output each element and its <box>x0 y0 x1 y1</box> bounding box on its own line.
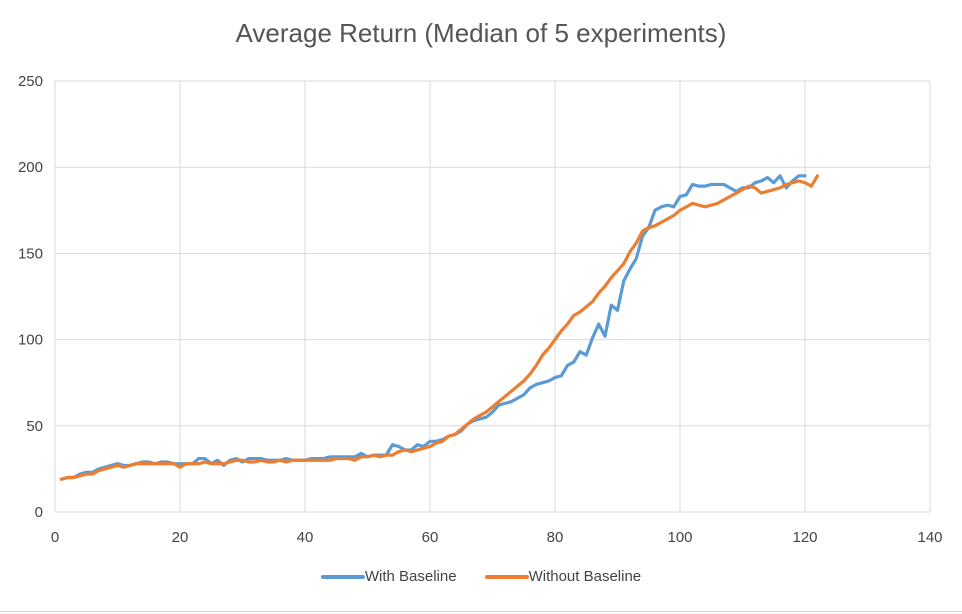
x-tick-label: 80 <box>547 529 564 546</box>
chart-title: Average Return (Median of 5 experiments) <box>235 18 727 48</box>
series-line-with-baseline <box>59 174 807 481</box>
bottom-divider <box>0 611 962 612</box>
x-tick-label: 60 <box>422 529 439 546</box>
x-tick-label: 120 <box>792 529 817 546</box>
series-layer <box>59 174 820 481</box>
x-tick-label: 140 <box>917 529 942 546</box>
legend-swatch-with-baseline <box>320 574 365 579</box>
legend-swatch-without-baseline <box>484 574 529 579</box>
series-line-without-baseline <box>59 174 820 481</box>
legend-item-without-baseline: Without Baseline <box>484 568 642 585</box>
y-tick-label: 150 <box>18 245 43 262</box>
y-tick-label: 100 <box>18 332 43 349</box>
y-tick-label: 0 <box>35 504 43 521</box>
legend: With Baseline Without Baseline <box>0 568 962 585</box>
x-tick-label: 40 <box>297 529 314 546</box>
x-tick-label: 100 <box>667 529 692 546</box>
x-tick-label: 20 <box>172 529 189 546</box>
y-tick-label: 200 <box>18 159 43 176</box>
y-tick-label: 250 <box>18 73 43 90</box>
y-tick-label: 50 <box>26 418 43 435</box>
legend-label-without-baseline: Without Baseline <box>528 568 642 585</box>
legend-label-with-baseline: With Baseline <box>364 568 457 585</box>
grid-layer <box>54 80 931 513</box>
x-tick-label: 0 <box>51 529 59 546</box>
axis-layer: 0 50 100 150 200 250 0 20 40 60 80 100 120 140 <box>18 73 943 546</box>
legend-item-with-baseline: With Baseline <box>320 568 457 585</box>
